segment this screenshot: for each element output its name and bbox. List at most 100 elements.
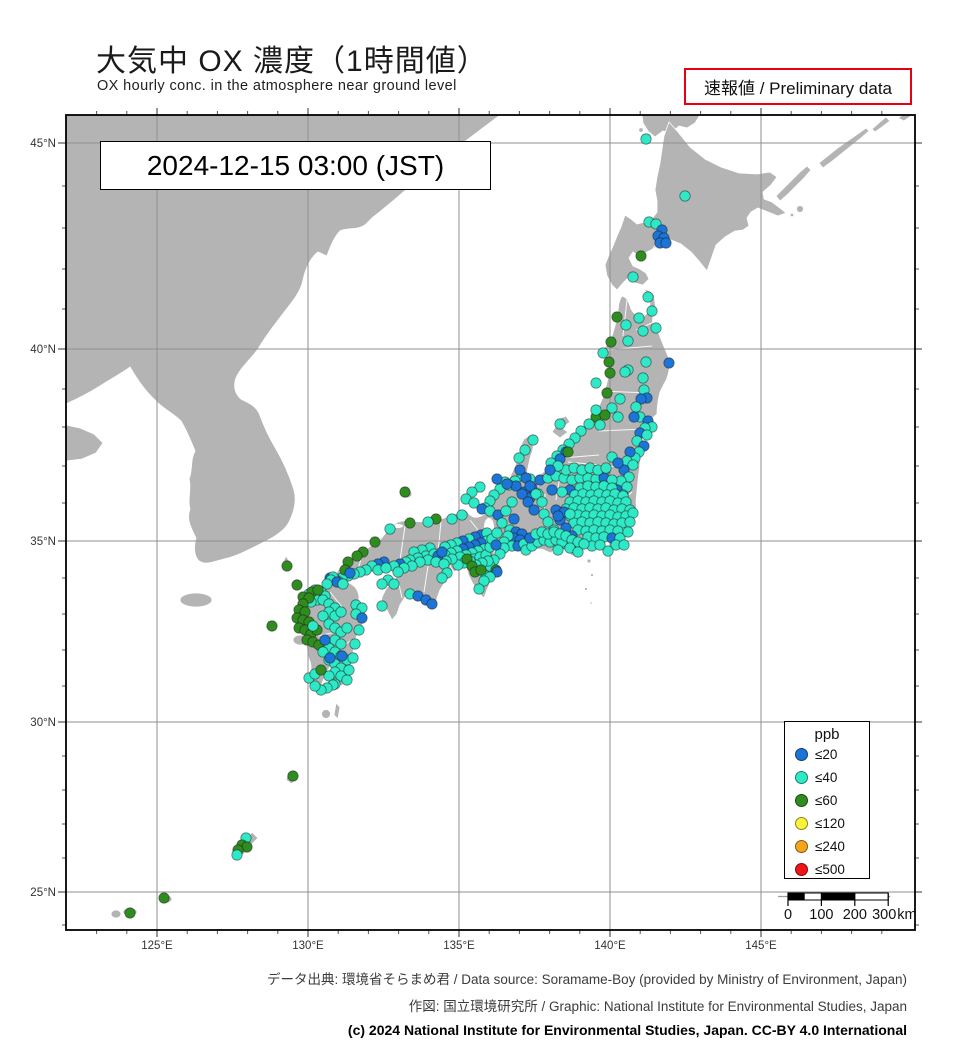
footer-graphic-credit: 作図: 国立環境研究所 / Graphic: National Institut… (408, 999, 907, 1014)
station-dot (612, 411, 624, 423)
legend-item-label: ≤500 (815, 862, 845, 877)
station-dot (335, 638, 347, 650)
station-dot (426, 598, 438, 610)
station-dot (376, 600, 388, 612)
station-dot (380, 562, 392, 574)
station-dot (281, 560, 293, 572)
lon-label: 125°E (141, 940, 173, 952)
station-dot (369, 536, 381, 548)
shikotan-island (796, 205, 804, 213)
station-dot (319, 634, 331, 646)
station-dot (627, 459, 639, 471)
axis-labels-layer: 45°N 40°N 35°N 30°N 25°N 125°E 130°E 135°E 140°E… (30, 138, 777, 952)
tanegashima-island (333, 702, 341, 720)
preliminary-data-badge: 速報値 / Preliminary data (684, 68, 912, 105)
station-dot (605, 336, 617, 348)
station-dot (522, 496, 534, 508)
station-dot (554, 418, 566, 430)
legend-color-dot (795, 748, 808, 761)
station-dot (491, 473, 503, 485)
station-dot (343, 664, 355, 676)
station-dot (628, 411, 640, 423)
scalebar-tick-label: 0 (784, 907, 792, 923)
continent-landmass (66, 115, 501, 564)
legend-color-dot (795, 840, 808, 853)
station-dot (650, 322, 662, 334)
legend-item: ≤40 (795, 766, 845, 789)
yakushima-island (321, 709, 331, 719)
footer: データ出典: 環境省そらまめ君 / Data source: Soramame-… (267, 968, 907, 1045)
station-dot (640, 356, 652, 368)
station-dot (392, 566, 404, 578)
station-dot (663, 357, 675, 369)
station-dot (624, 516, 636, 528)
station-dot (564, 508, 576, 520)
lat-label: 45°N (30, 138, 56, 150)
station-dot (321, 578, 333, 590)
habomai-islet (789, 212, 795, 218)
lat-label: 35°N (30, 536, 56, 548)
station-dot (399, 486, 411, 498)
legend-item: ≤20 (795, 743, 845, 766)
station-dot (536, 496, 548, 508)
station-dot (552, 544, 564, 556)
iturup-island (818, 127, 870, 169)
station-dot (309, 680, 321, 692)
station-dot (606, 402, 618, 414)
lake-shinji (393, 524, 403, 528)
station-dot (578, 538, 590, 550)
station-dot (491, 527, 503, 539)
station-dot (351, 550, 363, 562)
station-dot (635, 393, 647, 405)
footer-data-source: データ出典: 環境省そらまめ君 / Data source: Soramame-… (267, 972, 907, 987)
station-dot (637, 325, 649, 337)
legend-rows: ≤20 ≤40 ≤60 ≤120 ≤240 ≤500 (785, 743, 845, 881)
legend-item-label: ≤20 (815, 747, 838, 762)
shandong-landmass (66, 424, 104, 462)
legend: ppb ≤20 ≤40 ≤60 ≤120 ≤240 ≤500 (784, 721, 870, 879)
station-dot (335, 606, 347, 618)
station-dots-layer (124, 133, 691, 919)
station-dot (422, 516, 434, 528)
station-dot (602, 545, 614, 557)
izu-islet-4 (589, 601, 593, 605)
hokkaido (604, 121, 787, 291)
station-dot (542, 516, 554, 528)
station-dot (475, 564, 487, 576)
station-dot (376, 578, 388, 590)
station-dot (473, 583, 485, 595)
map-frame (65, 114, 916, 931)
station-dot (562, 446, 574, 458)
station-dot (508, 513, 520, 525)
station-dot (546, 484, 558, 496)
station-dot (478, 575, 490, 587)
station-dot (637, 372, 649, 384)
izu-islet-3 (584, 587, 588, 591)
station-dot (291, 579, 303, 591)
legend-item-label: ≤120 (815, 816, 845, 831)
station-dot (622, 335, 634, 347)
izu-islet-1 (586, 558, 592, 564)
station-dot (496, 517, 508, 529)
scalebar-unit-label: km (897, 907, 916, 923)
station-dot (556, 486, 568, 498)
station-dot (446, 513, 458, 525)
lat-label: 25°N (30, 887, 56, 899)
station-dot (618, 539, 630, 551)
station-dot (124, 907, 136, 919)
station-dot (619, 366, 631, 378)
station-dot (527, 434, 539, 446)
station-dot (528, 504, 540, 516)
station-dot (266, 620, 278, 632)
legend-color-dot (795, 817, 808, 830)
station-dot (231, 849, 243, 861)
lat-label: 40°N (30, 344, 56, 356)
station-dot (640, 133, 652, 145)
station-dot (597, 347, 609, 359)
station-dot (630, 401, 642, 413)
lon-label: 145°E (745, 940, 777, 952)
station-dot (436, 572, 448, 584)
station-dot (336, 650, 348, 662)
rishiri-island (638, 127, 644, 133)
station-dot (513, 452, 525, 464)
